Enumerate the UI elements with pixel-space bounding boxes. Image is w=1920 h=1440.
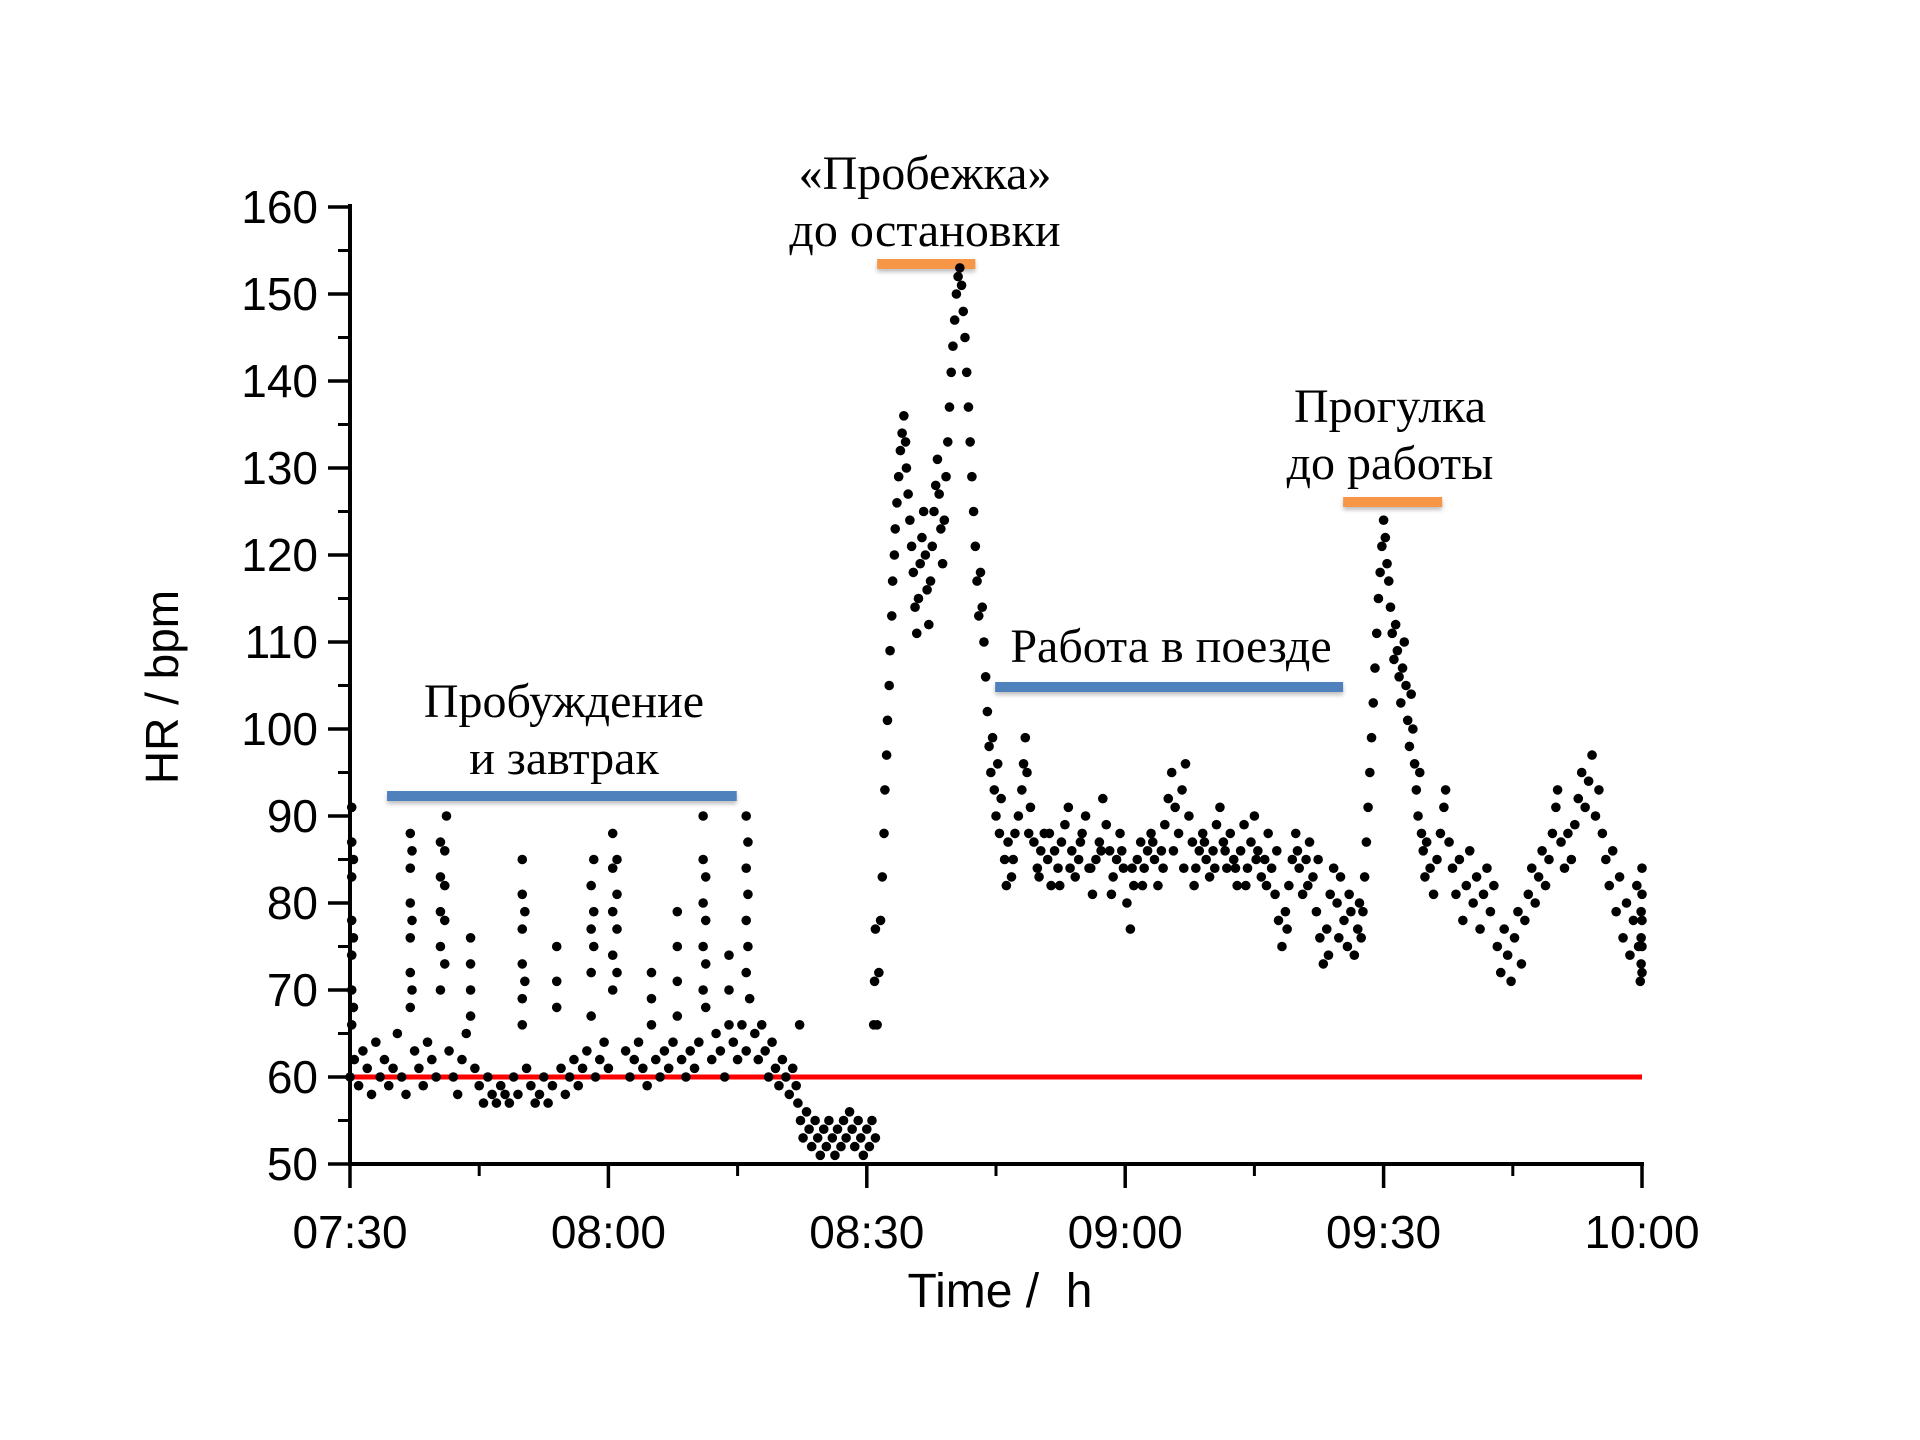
annotation-walk-line1: Прогулка [1293,380,1487,433]
y-tick-label: 80 [267,877,318,929]
x-axis-title: Time / h [907,1265,1093,1318]
y-tick-label: 100 [241,703,318,755]
x-tick-label: 08:30 [809,1206,924,1258]
reference-line-60bpm [350,1074,1642,1080]
annotation-wake-line2: и завтрак [469,732,659,785]
annotation-underline-wake [387,791,737,801]
annotation-train-line1: Работа в поезде [1010,620,1332,673]
annotation-wake-line1: Пробуждение [423,675,705,728]
annotation-wake: Пробуждение и завтрак [304,673,824,787]
y-tick-label: 60 [267,1051,318,1103]
annotation-underline-run [877,259,976,269]
y-tick-label: 90 [267,790,318,842]
annotation-train: Работа в поезде [871,618,1471,675]
x-tick-label: 09:00 [1068,1206,1183,1258]
hr-data-points [345,263,1647,1161]
x-tick-label: 09:30 [1326,1206,1441,1258]
x-tick-label: 10:00 [1584,1206,1699,1258]
y-tick-label: 150 [241,268,318,320]
y-tick-label: 70 [267,964,318,1016]
annotation-walk: Прогулка до работы [1180,378,1600,492]
y-tick-label: 130 [241,442,318,494]
annotation-walk-line2: до работы [1286,437,1494,490]
y-tick-label: 110 [245,616,318,668]
y-tick-label: 50 [267,1138,318,1190]
x-tick-label: 08:00 [551,1206,666,1258]
annotation-run-line1: «Пробежка» [798,147,1052,200]
axes: 50 60 70 80 90 100 110 120 130 140 150 160 07:30 08:0… [241,181,1699,1258]
annotation-underline-train [995,682,1344,692]
y-axis-title: HR / bpm [136,589,188,785]
y-tick-label: 140 [241,355,318,407]
annotation-run-line2: до остановки [789,204,1061,257]
annotation-run: «Пробежка» до остановки [665,145,1185,259]
y-tick-label: 160 [241,181,318,233]
y-tick-label: 120 [241,529,318,581]
annotation-underline-walk [1343,497,1443,507]
x-tick-label: 07:30 [292,1206,407,1258]
